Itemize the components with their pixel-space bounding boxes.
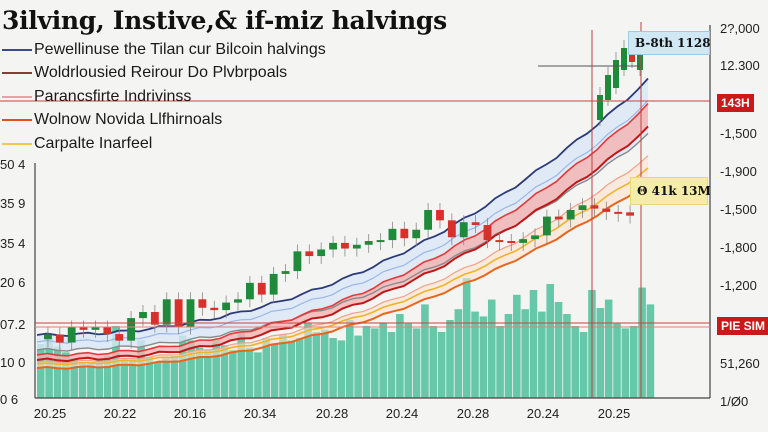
x-tick: 20.28 [315,406,349,421]
annotation-label: B-8th 1128 [628,31,711,55]
annotation-label: 143H [717,94,754,112]
legend: Pewellinuse the Tilan cur Bilcoin halvin… [2,38,326,156]
x-tick: 20.25 [597,406,631,421]
candlesticks [44,37,643,351]
y-left-tick: 10 0 [0,355,26,370]
legend-item: Carpalte Inarfeel [2,132,326,156]
chart-title: 3ilving, Instive,& if-miz halvings [2,6,447,35]
y-right-tick: 51,260 [720,356,760,371]
y-right-tick: 12.300 [720,58,760,73]
x-tick: 20.22 [103,406,137,421]
legend-swatch [2,72,32,75]
y-right-tick: -1,500 [720,202,757,217]
moving-average-bands [36,77,649,370]
y-right-tick: 2?,000 [720,21,760,36]
x-tick: 20.34 [243,406,277,421]
axes [34,25,711,399]
legend-swatch [2,119,32,122]
legend-item: Wolnow Novida Llfhirnoals [2,109,326,133]
legend-item: Parancsfirte Indrivinss [2,85,326,109]
y-right-tick: -1,900 [720,164,757,179]
reference-lines [0,22,710,398]
legend-label: Woldrlousied Reirour Do Plvbrpoals [34,64,288,82]
legend-swatch [2,95,32,98]
annotation-label: Θ 41k 13M [630,177,711,205]
y-left-tick: 07.2 [0,317,26,332]
x-tick: 20.24 [385,406,419,421]
x-tick: 20.16 [173,406,207,421]
y-right-tick: -1,200 [720,278,757,293]
legend-label: Parancsfirte Indrivinss [34,87,192,105]
annotation-label: PIE SIM [717,317,768,335]
legend-item: Woldrlousied Reirour Do Plvbrpoals [2,62,326,86]
y-left-tick: 0 6 [0,392,19,407]
volume-bars [37,278,655,398]
y-right-tick: -1,500 [720,126,757,141]
legend-label: Wolnow Novida Llfhirnoals [34,111,223,129]
legend-label: Pewellinuse the Tilan cur Bilcoin halvin… [34,40,326,58]
x-tick: 20.25 [33,406,67,421]
x-tick: 20.28 [456,406,490,421]
y-right-tick: -1,800 [720,240,757,255]
y-left-tick: 20 6 [0,275,26,290]
legend-swatch [2,48,32,51]
y-left-tick: 50 4 [0,157,26,172]
legend-item: Pewellinuse the Tilan cur Bilcoin halvin… [2,38,326,62]
legend-label: Carpalte Inarfeel [34,134,153,152]
y-left-tick: 35 4 [0,236,26,251]
y-right-tick: 1/Ø0 [720,394,749,409]
y-left-tick: 35 9 [0,196,26,211]
legend-swatch [2,142,32,145]
x-tick: 20.24 [526,406,560,421]
